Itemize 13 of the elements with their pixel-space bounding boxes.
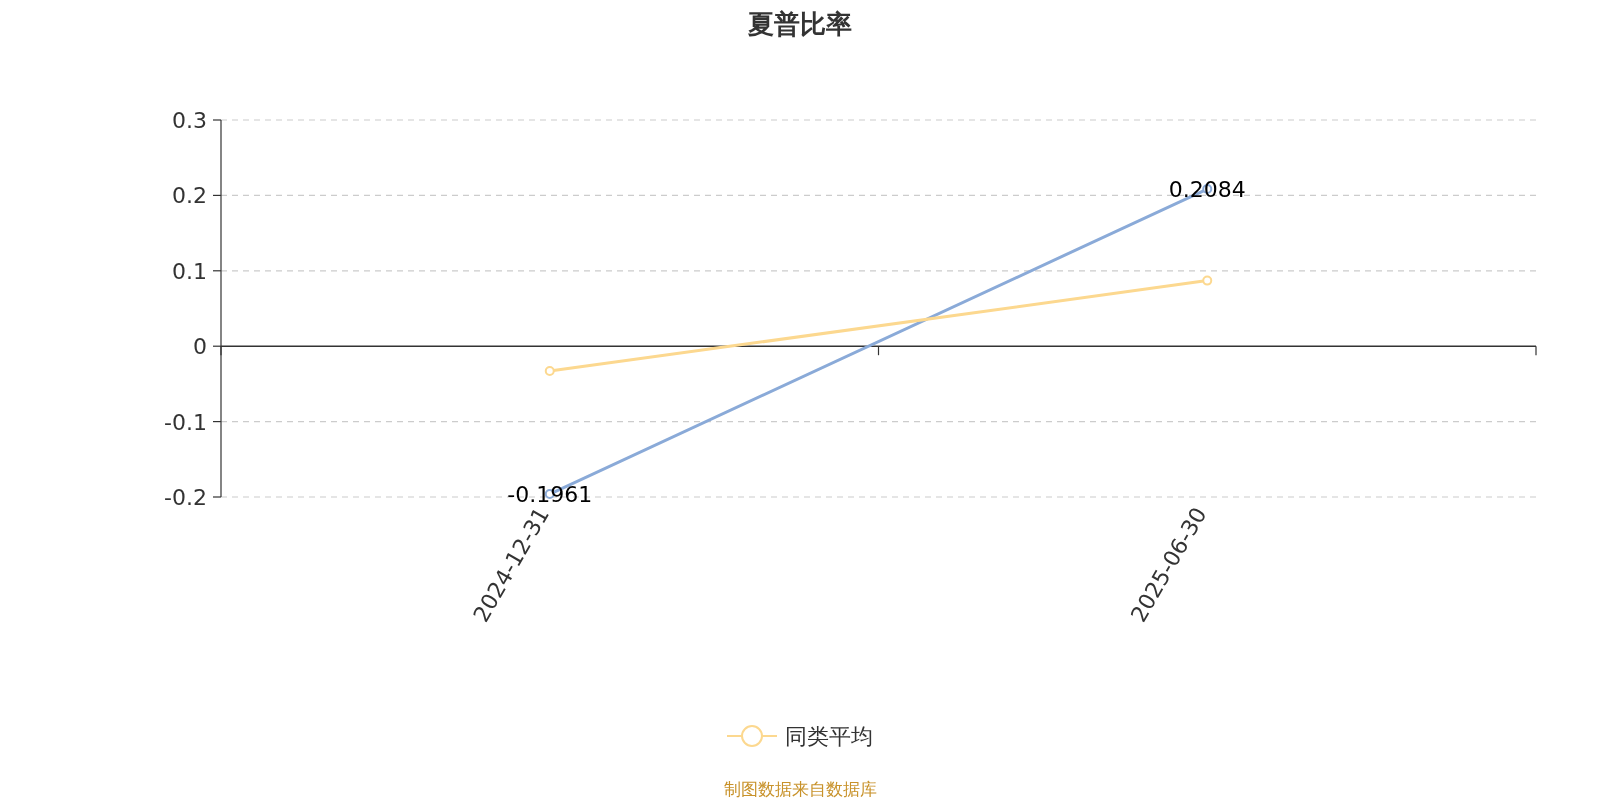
point xyxy=(1202,275,1213,286)
y-tick-label: 0.3 xyxy=(172,108,207,133)
chart-title: 夏普比率 xyxy=(747,9,852,39)
legend-label: 同类平均 xyxy=(785,724,873,749)
y-tick-label: -0.1 xyxy=(164,409,207,435)
y-tick-label: -0.2 xyxy=(164,485,207,510)
point xyxy=(544,366,555,377)
data-label: 0.2084 xyxy=(1168,177,1246,203)
data-label: -0.1961 xyxy=(507,482,593,508)
text: 制图数据来自数据库 xyxy=(723,779,877,799)
y-tick-label: 0 xyxy=(193,334,207,360)
y-tick-label: 0.2 xyxy=(172,183,207,209)
y-tick-label: 0.1 xyxy=(172,258,207,284)
